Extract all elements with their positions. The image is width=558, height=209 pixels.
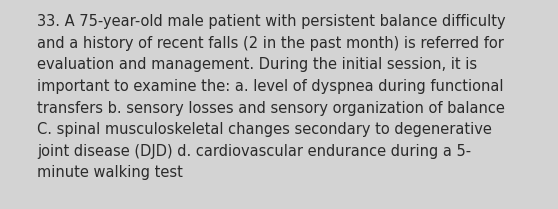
Text: 33. A 75-year-old male patient with persistent balance difficulty
and a history : 33. A 75-year-old male patient with pers… <box>37 14 506 180</box>
